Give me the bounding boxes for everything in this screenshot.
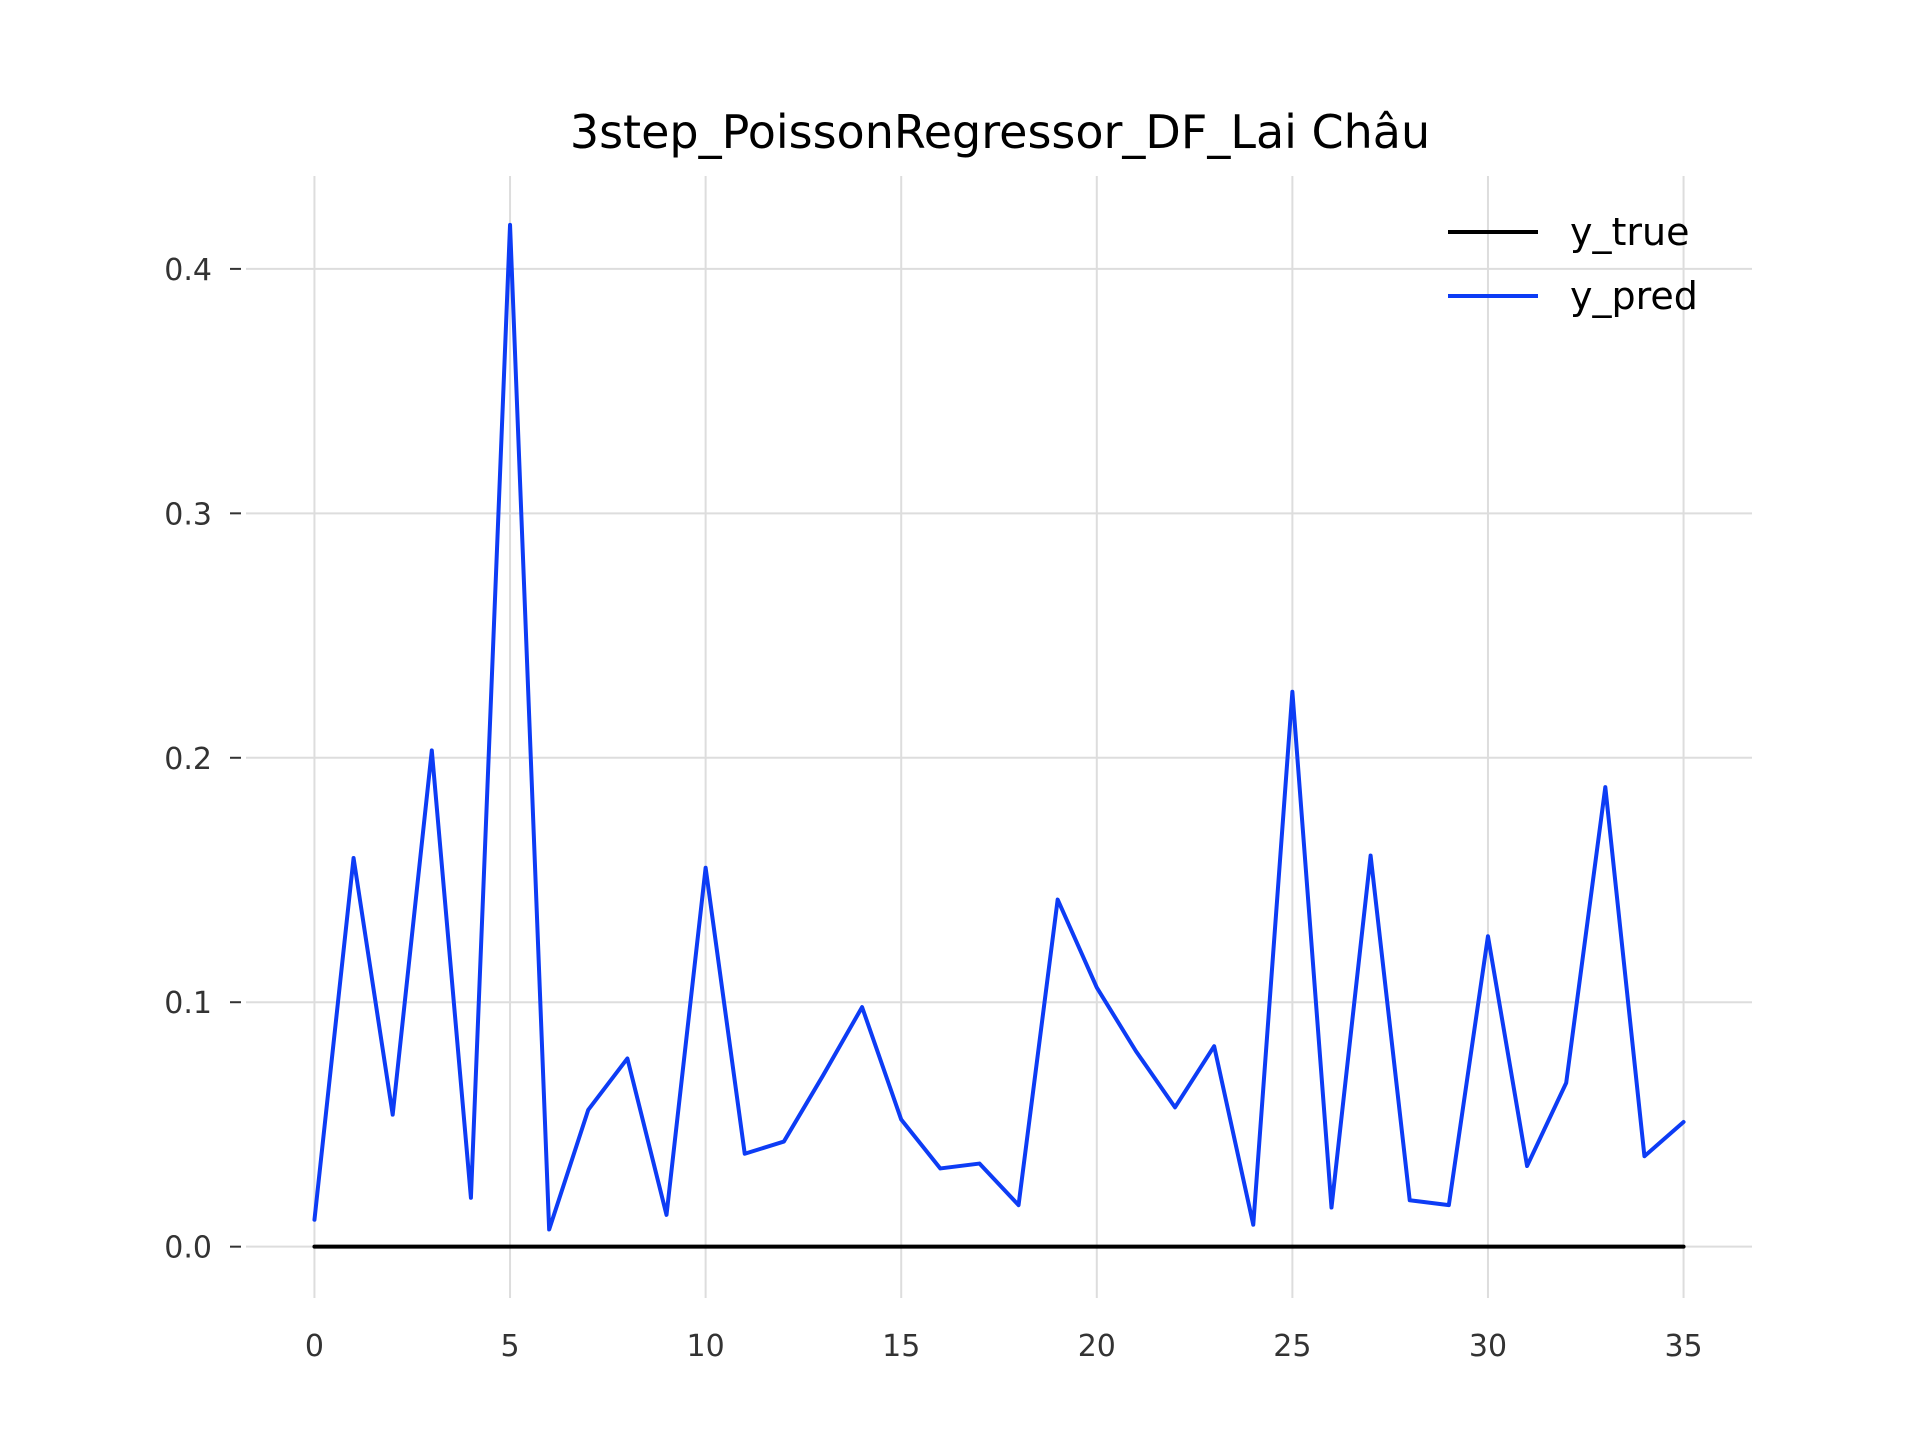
x-tick-label: 15 xyxy=(882,1329,920,1364)
axis-layer: 0 5 10 15 20 25 30 35 0.0 0.1 0.2 0.3 0.4 xyxy=(164,253,1702,1364)
series-line-y-pred xyxy=(312,222,1686,1232)
series-layer xyxy=(312,222,1686,1249)
y-tick-label: 0.2 xyxy=(164,742,212,777)
y-tick-label: 0.1 xyxy=(164,986,212,1021)
y-tick-label: 0.4 xyxy=(164,253,212,288)
x-tick-label: 30 xyxy=(1469,1329,1507,1364)
legend-label: y_true xyxy=(1570,210,1689,254)
x-tick-label: 25 xyxy=(1273,1329,1311,1364)
x-tick-label: 35 xyxy=(1664,1329,1702,1364)
legend-label: y_pred xyxy=(1570,274,1698,318)
y-tick-label: 0.3 xyxy=(164,497,212,532)
chart-title: 3step_PoissonRegressor_DF_Lai Châu xyxy=(570,105,1430,159)
x-tick-label: 5 xyxy=(500,1329,519,1364)
x-tick-label: 0 xyxy=(305,1329,324,1364)
x-tick-label: 20 xyxy=(1078,1329,1116,1364)
x-tick-label: 10 xyxy=(687,1329,725,1364)
y-tick-label: 0.0 xyxy=(164,1231,212,1266)
legend: y_true y_pred xyxy=(1448,210,1698,318)
